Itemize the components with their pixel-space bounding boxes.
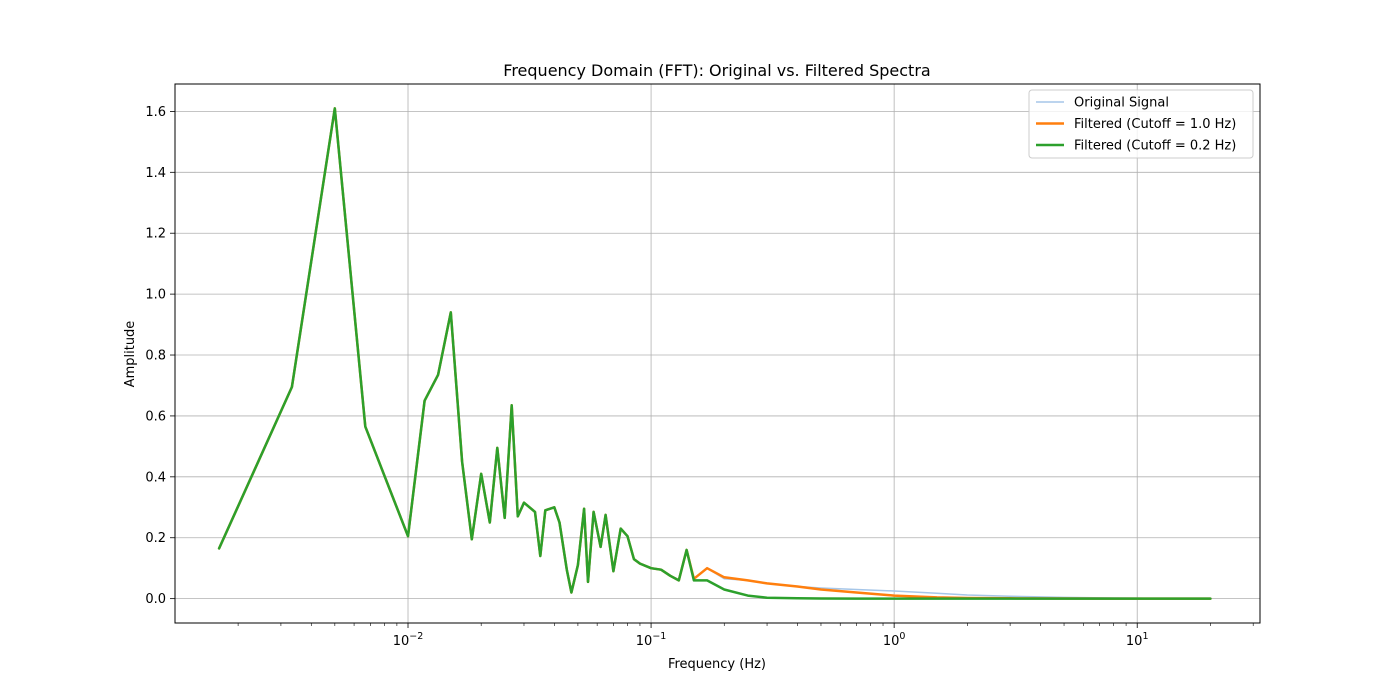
y-tick-label: 0.6 — [145, 409, 166, 424]
chart-title: Frequency Domain (FFT): Original vs. Fil… — [503, 61, 930, 80]
x-tick-base: 10 — [393, 634, 410, 649]
x-tick-exponent: −1 — [652, 631, 666, 642]
x-tick-label: 10−2 — [393, 631, 424, 649]
y-tick-label: 0.4 — [145, 470, 166, 485]
x-axis-label: Frequency (Hz) — [668, 657, 766, 672]
series-lines — [217, 107, 1212, 600]
x-tick-base: 10 — [883, 634, 900, 649]
x-tick-label: 10−1 — [636, 631, 667, 649]
axis-ticks: 0.00.20.40.60.81.01.21.41.610−2 10−1 100 10… — [145, 105, 1254, 649]
x-tick-exponent: −2 — [409, 631, 423, 642]
plot-frame — [174, 83, 1261, 624]
legend-box — [1028, 89, 1254, 159]
x-tick-base: 10 — [1126, 634, 1143, 649]
x-tick-base: 10 — [636, 634, 653, 649]
legend-label: Filtered (Cutoff = 1.0 Hz) — [1074, 117, 1236, 132]
y-axis-label: Amplitude — [123, 321, 138, 388]
y-tick-label: 1.4 — [145, 166, 166, 181]
y-tick-label: 0.0 — [145, 592, 166, 607]
y-tick-label: 1.2 — [145, 227, 166, 242]
legend: Original Signal Filtered (Cutoff = 1.0 Hz… — [1028, 89, 1254, 159]
x-tick-exponent: 0 — [899, 631, 905, 642]
y-tick-label: 0.2 — [145, 531, 166, 546]
x-tick-label: 100 — [883, 631, 906, 649]
y-tick-label: 1.0 — [145, 288, 166, 303]
x-tick-exponent: 1 — [1142, 631, 1148, 642]
legend-label: Filtered (Cutoff = 0.2 Hz) — [1074, 139, 1236, 154]
legend-label: Original Signal — [1074, 96, 1169, 111]
y-tick-label: 1.6 — [145, 105, 166, 120]
y-tick-label: 0.8 — [145, 349, 166, 364]
x-tick-label: 101 — [1126, 631, 1149, 649]
series-line — [217, 107, 1212, 600]
